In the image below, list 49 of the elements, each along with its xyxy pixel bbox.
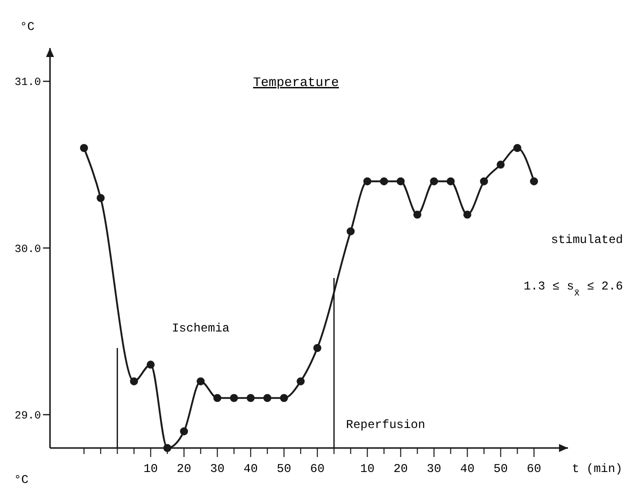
point: [213, 394, 222, 402]
annotation: Reperfusion: [346, 418, 426, 432]
y-axis-title: °C: [20, 20, 34, 34]
point: [196, 377, 205, 386]
text: °C: [14, 473, 28, 487]
point: [396, 177, 405, 186]
y-tick-label: 30.0: [14, 244, 41, 256]
point: [296, 377, 305, 386]
text: stimulated: [550, 233, 623, 247]
point: [230, 394, 238, 402]
text: Temperature: [253, 75, 339, 90]
point: [96, 194, 105, 202]
x-tick-label: 20: [176, 462, 192, 476]
point: [480, 177, 488, 186]
y-tick-label: 29.0: [14, 410, 41, 423]
point: [346, 227, 355, 236]
y-tick-label: 31.0: [14, 77, 41, 90]
point: [246, 394, 255, 402]
x-axis-title: t (min): [572, 462, 622, 476]
point: [446, 177, 455, 186]
x-tick-label: 60: [526, 462, 542, 476]
point: [413, 210, 422, 219]
point: [430, 177, 438, 186]
point: [530, 177, 538, 186]
point: [80, 144, 88, 152]
annotation: 1.3 ≤ s$_{x̄}$ ≤ 2.6: [524, 280, 623, 298]
point: [513, 144, 522, 152]
x-tick-label: 60: [310, 462, 325, 476]
point: [180, 427, 188, 436]
x-tick-label: 10: [143, 462, 158, 476]
x-tick-label: 40: [243, 462, 258, 476]
x-tick-label: 50: [276, 462, 292, 476]
annotation: Ischemia: [172, 321, 230, 336]
point: [313, 344, 322, 352]
x-tick-label: 50: [493, 462, 508, 476]
point: [146, 360, 155, 369]
point: [463, 210, 472, 219]
x-tick-label: 10: [360, 462, 375, 476]
point: [363, 177, 372, 186]
point: [380, 177, 388, 186]
point: [280, 394, 288, 402]
x-tick-label: 20: [393, 462, 408, 476]
x-tick-label: 30: [210, 462, 225, 476]
point: [263, 394, 272, 402]
x-tick-label: 30: [426, 462, 442, 476]
point: [130, 377, 138, 386]
point: [163, 444, 172, 452]
x-tick-label: 40: [460, 462, 475, 476]
point: [496, 160, 505, 169]
